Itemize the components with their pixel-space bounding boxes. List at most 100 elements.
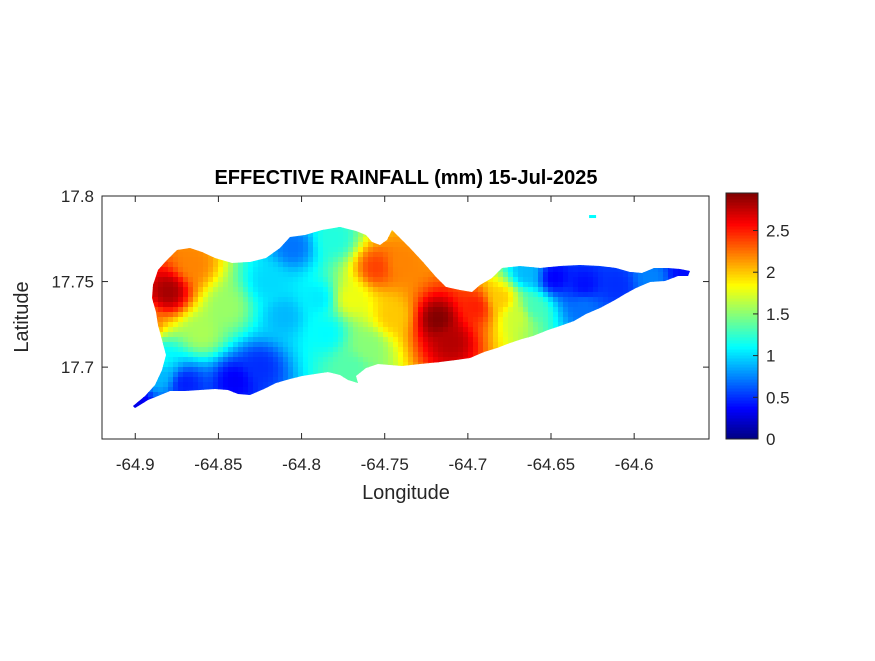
colorbar-segment <box>726 292 758 296</box>
colorbar-segment <box>726 418 758 422</box>
islet <box>589 215 597 219</box>
colorbar-segment <box>726 364 758 368</box>
colorbar-segment <box>726 286 758 290</box>
colorbar-segment <box>726 430 758 434</box>
chart-title: EFFECTIVE RAINFALL (mm) 15-Jul-2025 <box>214 167 597 189</box>
colorbar-segment <box>726 403 758 407</box>
colorbar-tick-label: 0 <box>766 430 775 449</box>
colorbar-segment <box>726 304 758 308</box>
colorbar-segment <box>726 322 758 326</box>
colorbar-segment <box>726 352 758 356</box>
colorbar-segment <box>726 355 758 359</box>
y-tick-label: 17.7 <box>61 358 94 377</box>
colorbar-segment <box>726 307 758 311</box>
colorbar-segment <box>726 196 758 200</box>
colorbar-tick-label: 0.5 <box>766 388 790 407</box>
colorbar-segment <box>726 232 758 236</box>
colorbar-ticks: 0 0.5 1 1.5 2 2.5 <box>753 222 790 449</box>
colorbar-segment <box>726 370 758 374</box>
x-tick-label: -64.75 <box>361 455 409 474</box>
colorbar-segment <box>726 289 758 293</box>
colorbar-segment <box>726 436 758 440</box>
colorbar-segment <box>726 382 758 386</box>
colorbar-segment <box>726 409 758 413</box>
colorbar-segment <box>726 397 758 401</box>
x-axis-label: Longitude <box>362 482 450 504</box>
colorbar <box>725 192 759 440</box>
colorbar-segment <box>726 283 758 287</box>
colorbar-segment <box>726 202 758 206</box>
colorbar-segment <box>726 223 758 227</box>
colorbar-segment <box>726 427 758 431</box>
y-tick-label: 17.8 <box>61 187 94 206</box>
colorbar-tick-label: 1.5 <box>766 305 790 324</box>
colorbar-segment <box>726 421 758 425</box>
colorbar-segment <box>726 277 758 281</box>
colorbar-segment <box>726 388 758 392</box>
colorbar-segment <box>726 208 758 212</box>
colorbar-segment <box>726 349 758 353</box>
colorbar-segment <box>726 415 758 419</box>
colorbar-tick-label: 2.5 <box>766 222 790 241</box>
colorbar-segment <box>726 262 758 266</box>
colorbar-segment <box>726 193 758 197</box>
colorbar-tick-label: 1 <box>766 347 775 366</box>
colorbar-segment <box>726 229 758 233</box>
colorbar-segment <box>726 313 758 317</box>
colorbar-segment <box>726 259 758 263</box>
colorbar-segment <box>726 331 758 335</box>
colorbar-segment <box>726 412 758 416</box>
colorbar-segment <box>726 214 758 218</box>
colorbar-segment <box>726 205 758 209</box>
colorbar-segment <box>726 244 758 248</box>
y-tick-label: 17.75 <box>51 273 94 292</box>
colorbar-segment <box>726 361 758 365</box>
x-tick-label: -64.9 <box>116 455 155 474</box>
colorbar-segment <box>726 379 758 383</box>
colorbar-segment <box>726 316 758 320</box>
colorbar-segment <box>726 346 758 350</box>
x-tick-label: -64.7 <box>448 455 487 474</box>
colorbar-segment <box>726 235 758 239</box>
colorbar-segment <box>726 256 758 260</box>
colorbar-segment <box>726 220 758 224</box>
colorbar-segment <box>726 325 758 329</box>
colorbar-segment <box>726 199 758 203</box>
colorbar-segment <box>726 280 758 284</box>
colorbar-segment <box>726 271 758 275</box>
colorbar-segment <box>726 373 758 377</box>
colorbar-segment <box>726 247 758 251</box>
colorbar-segment <box>726 265 758 269</box>
colorbar-segment <box>726 340 758 344</box>
x-tick-label: -64.85 <box>194 455 242 474</box>
colorbar-segment <box>726 319 758 323</box>
x-tick-label: -64.8 <box>282 455 321 474</box>
colorbar-segment <box>726 250 758 254</box>
y-axis-label: Latitude <box>11 281 33 352</box>
colorbar-segment <box>726 337 758 341</box>
colorbar-segment <box>726 328 758 332</box>
y-axis-ticks: 17.8 17.75 17.7 <box>51 187 709 377</box>
colorbar-segment <box>726 334 758 338</box>
colorbar-segment <box>726 217 758 221</box>
colorbar-segment <box>726 253 758 257</box>
colorbar-segment <box>726 238 758 242</box>
colorbar-segment <box>726 394 758 398</box>
colorbar-segment <box>726 301 758 305</box>
colorbar-segment <box>726 211 758 215</box>
colorbar-segment <box>726 385 758 389</box>
colorbar-segment <box>726 391 758 395</box>
colorbar-segment <box>726 295 758 299</box>
colorbar-segment <box>726 358 758 362</box>
colorbar-frame <box>725 192 759 440</box>
colorbar-segment <box>726 241 758 245</box>
colorbar-segment <box>726 298 758 302</box>
x-tick-label: -64.6 <box>615 455 654 474</box>
x-tick-label: -64.65 <box>527 455 575 474</box>
colorbar-segment <box>726 343 758 347</box>
colorbar-tick-label: 2 <box>766 263 775 282</box>
colorbar-segment <box>726 433 758 437</box>
colorbar-segment <box>726 367 758 371</box>
